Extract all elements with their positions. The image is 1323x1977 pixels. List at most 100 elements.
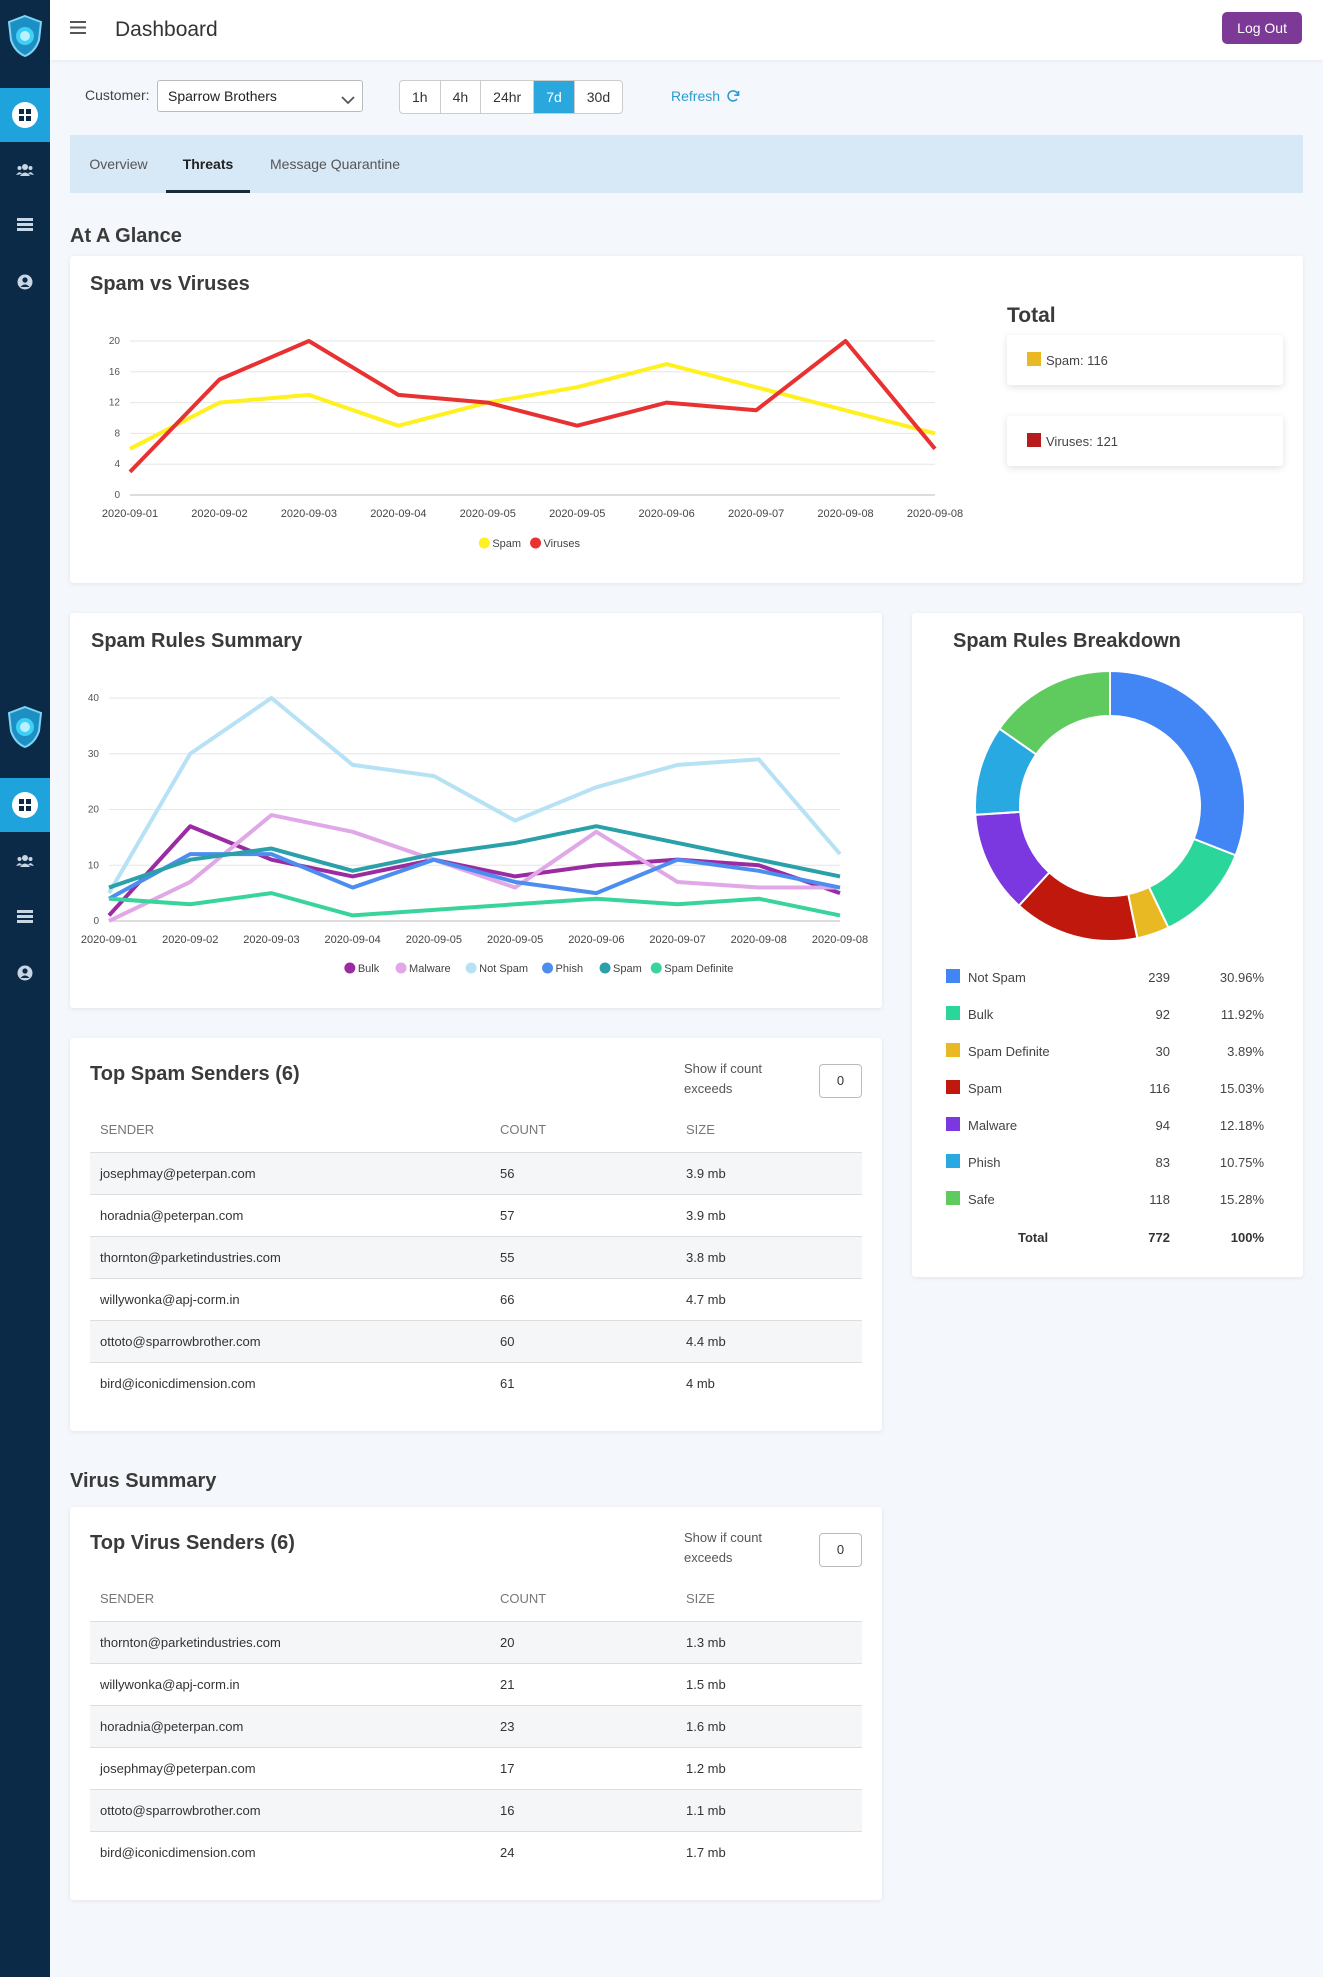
range-button-4h[interactable]: 4h bbox=[441, 81, 482, 113]
count-cell: 57 bbox=[490, 1194, 676, 1237]
legend-swatch bbox=[478, 537, 490, 549]
legend-item-bulk[interactable]: Bulk bbox=[344, 962, 380, 976]
sidebar-item-account[interactable] bbox=[0, 946, 50, 1000]
table-row[interactable]: willywonka@apj-corm.in 21 1.5 mb bbox=[90, 1663, 862, 1706]
top-bar: Dashboard Log Out bbox=[50, 0, 1323, 60]
legend-item-malware[interactable]: Malware bbox=[395, 962, 451, 976]
x-tick-label: 2020-09-05 bbox=[406, 934, 462, 946]
tab-overview[interactable]: Overview bbox=[89, 156, 148, 172]
sidebar-item-dashboard[interactable] bbox=[0, 778, 50, 832]
legend-item-not-spam[interactable]: Not Spam bbox=[465, 962, 528, 976]
customer-select[interactable]: Sparrow Brothers bbox=[157, 80, 363, 112]
legend-item-viruses[interactable]: Viruses bbox=[530, 537, 581, 551]
customer-label: Customer: bbox=[85, 87, 150, 103]
sender-cell: willywonka@apj-corm.in bbox=[90, 1278, 490, 1321]
x-tick-label: 2020-09-03 bbox=[281, 508, 337, 520]
range-button-30d[interactable]: 30d bbox=[586, 89, 611, 105]
x-tick-label: 2020-09-06 bbox=[568, 934, 624, 946]
tab-threats[interactable]: Threats bbox=[166, 135, 250, 193]
range-button-7d[interactable]: 7d bbox=[534, 81, 575, 113]
legend-swatch bbox=[650, 962, 662, 974]
table-row[interactable]: bird@iconicdimension.com 61 4 mb bbox=[90, 1362, 862, 1404]
legend-label: Not Spam bbox=[479, 963, 528, 975]
spam-rules-breakdown-donut bbox=[974, 669, 1246, 942]
refresh-button[interactable]: Refresh bbox=[671, 88, 740, 104]
y-tick-label: 30 bbox=[88, 749, 100, 760]
donut-slice-safe[interactable] bbox=[997, 669, 1111, 756]
sidebar-item-users[interactable] bbox=[0, 143, 50, 197]
series-line-viruses bbox=[128, 339, 937, 474]
y-tick-label: 20 bbox=[109, 336, 121, 347]
table-row[interactable]: horadnia@peterpan.com 57 3.9 mb bbox=[90, 1194, 862, 1237]
range-button-24hr[interactable]: 24hr bbox=[481, 81, 535, 113]
tab-message-quarantine[interactable]: Message Quarantine bbox=[270, 156, 400, 172]
legend-label: Spam Definite bbox=[664, 963, 733, 975]
table-row[interactable]: bird@iconicdimension.com 24 1.7 mb bbox=[90, 1831, 862, 1873]
table-row[interactable]: ottoto@sparrowbrother.com 16 1.1 mb bbox=[90, 1789, 862, 1832]
sidebar-item-servers[interactable] bbox=[0, 198, 50, 252]
refresh-label: Refresh bbox=[671, 88, 721, 104]
user-circle-icon bbox=[17, 274, 33, 290]
breakdown-count: 83 bbox=[1155, 1155, 1170, 1170]
sidebar-item-account[interactable] bbox=[0, 255, 50, 309]
table-row[interactable]: thornton@parketindustries.com 55 3.8 mb bbox=[90, 1236, 862, 1279]
hamburger-menu-icon[interactable] bbox=[70, 21, 86, 39]
logout-button[interactable]: Log Out bbox=[1222, 12, 1302, 44]
legend-item-spam[interactable]: Spam bbox=[599, 962, 642, 976]
sender-cell: horadnia@peterpan.com bbox=[90, 1194, 490, 1237]
size-cell: 1.1 mb bbox=[676, 1789, 862, 1832]
spam-rules-summary-card bbox=[70, 613, 882, 1008]
series-line-spam-definite bbox=[108, 891, 841, 918]
count-cell: 23 bbox=[490, 1705, 676, 1748]
x-tick-label: 2020-09-08 bbox=[812, 934, 868, 946]
breakdown-percent: 15.28% bbox=[1219, 1192, 1264, 1207]
size-cell: 3.9 mb bbox=[676, 1152, 862, 1195]
legend-swatch bbox=[344, 962, 356, 974]
legend-item-spam-definite[interactable]: Spam Definite bbox=[650, 962, 734, 976]
table-row[interactable]: willywonka@apj-corm.in 66 4.7 mb bbox=[90, 1278, 862, 1321]
x-tick-label: 2020-09-02 bbox=[191, 508, 247, 520]
shield-logo-icon bbox=[5, 705, 45, 749]
column-header-sender: SENDER bbox=[90, 1576, 490, 1622]
x-tick-label: 2020-09-05 bbox=[460, 508, 516, 520]
table-row[interactable]: ottoto@sparrowbrother.com 60 4.4 mb bbox=[90, 1320, 862, 1363]
size-cell: 1.5 mb bbox=[676, 1663, 862, 1706]
x-tick-label: 2020-09-04 bbox=[370, 508, 426, 520]
spam-rules-breakdown-title: Spam Rules Breakdown bbox=[953, 630, 1181, 652]
breakdown-swatch bbox=[946, 1191, 960, 1205]
donut-slice-not-spam[interactable] bbox=[1109, 669, 1246, 857]
column-header-count: COUNT bbox=[490, 1576, 676, 1622]
breakdown-swatch bbox=[946, 1117, 960, 1131]
breakdown-total-row: Total 772 100% bbox=[946, 1226, 1266, 1246]
table-row[interactable]: horadnia@peterpan.com 23 1.6 mb bbox=[90, 1705, 862, 1748]
table-row[interactable]: josephmay@peterpan.com 56 3.9 mb bbox=[90, 1152, 862, 1195]
sidebar-item-users[interactable] bbox=[0, 834, 50, 888]
sender-cell: ottoto@sparrowbrother.com bbox=[90, 1320, 490, 1363]
server-icon bbox=[17, 218, 33, 231]
table-row[interactable]: thornton@parketindustries.com 20 1.3 mb bbox=[90, 1621, 862, 1664]
count-cell: 56 bbox=[490, 1152, 676, 1195]
count-cell: 20 bbox=[490, 1621, 676, 1664]
breakdown-count: 239 bbox=[1148, 970, 1170, 985]
count-cell: 61 bbox=[500, 1375, 515, 1391]
virus-count-filter-input[interactable]: 0 bbox=[819, 1533, 862, 1567]
section-title-at-a-glance: At A Glance bbox=[70, 225, 182, 247]
breakdown-percent: 10.75% bbox=[1219, 1155, 1264, 1170]
size-cell: 3.9 mb bbox=[676, 1194, 862, 1237]
y-tick-label: 4 bbox=[114, 459, 120, 470]
sidebar-item-dashboard[interactable] bbox=[0, 88, 50, 142]
legend-item-phish[interactable]: Phish bbox=[542, 962, 583, 976]
count-cell: 17 bbox=[490, 1747, 676, 1790]
shield-logo-icon bbox=[5, 14, 45, 58]
count-cell: 24 bbox=[500, 1844, 515, 1860]
breakdown-percent: 15.03% bbox=[1219, 1081, 1264, 1096]
breakdown-swatch bbox=[946, 969, 960, 983]
table-row[interactable]: josephmay@peterpan.com 17 1.2 mb bbox=[90, 1747, 862, 1790]
range-button-1h[interactable]: 1h bbox=[400, 81, 441, 113]
x-tick-label: 2020-09-08 bbox=[731, 934, 787, 946]
sidebar-item-servers[interactable] bbox=[0, 890, 50, 944]
spam-count-filter-input[interactable]: 0 bbox=[819, 1064, 862, 1098]
breakdown-row-spam: Spam 116 15.03% bbox=[946, 1077, 1266, 1097]
sidebar bbox=[0, 0, 50, 1977]
legend-item-spam[interactable]: Spam bbox=[478, 537, 521, 551]
